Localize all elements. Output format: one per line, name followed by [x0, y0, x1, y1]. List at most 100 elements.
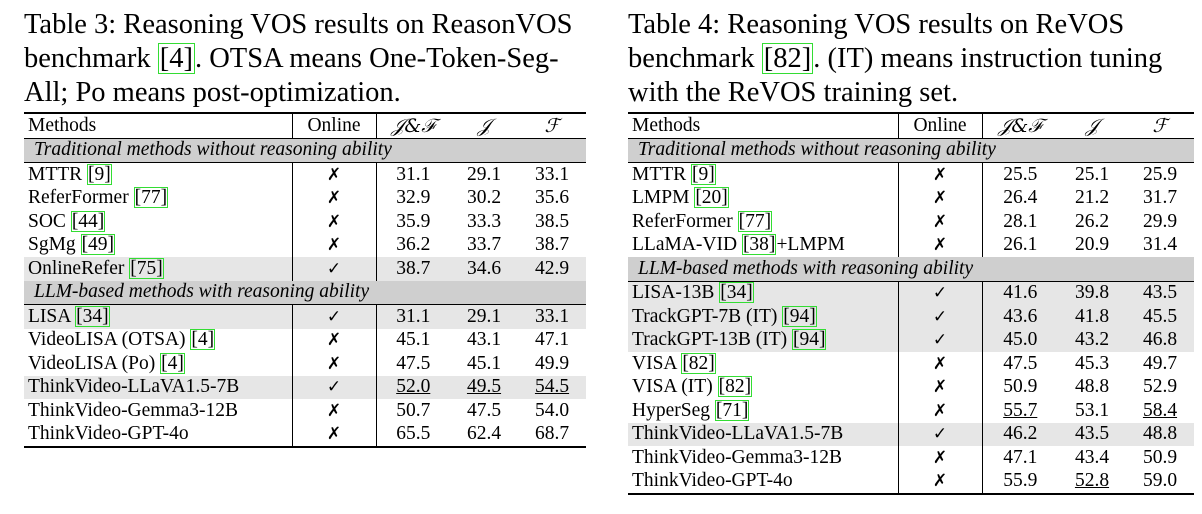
value-jf: 46.2: [982, 422, 1058, 446]
value-f: 45.5: [1126, 305, 1194, 329]
method-label: ReferFormer: [632, 210, 738, 232]
citation-ref: [82]: [761, 43, 814, 74]
citation-ref: [82]: [681, 352, 716, 374]
method-name: VISA [82]: [628, 352, 898, 376]
method-name: ThinkVideo-LLaVA1.5-7B: [628, 422, 898, 446]
check-icon: ✓: [897, 328, 983, 352]
method-label: ThinkVideo-Gemma3-12B: [632, 446, 843, 468]
method-name: SOC [44]: [24, 210, 292, 234]
cross-icon: ✗: [897, 469, 983, 494]
table-row: MTTR [9] ✗ 31.1 29.1 33.1: [24, 162, 586, 187]
value-jf: 43.6: [982, 305, 1058, 329]
method-name: OnlineRefer [75]: [24, 257, 292, 281]
value-jf: 45.1: [396, 329, 431, 351]
citation-ref: [44]: [70, 210, 106, 232]
method-label: ThinkVideo-GPT-4o: [28, 423, 189, 445]
citation-ref: [77]: [737, 210, 773, 232]
value-j: 26.2: [1074, 210, 1110, 232]
value-j: 25.1: [1074, 163, 1110, 185]
value-j: 33.7: [466, 234, 502, 256]
method-name: TrackGPT-13B (IT) [94]: [628, 328, 898, 352]
method-label: ThinkVideo-LLaVA1.5-7B: [28, 376, 240, 398]
value-jf: 28.1: [1003, 210, 1038, 232]
check-icon: ✓: [291, 375, 377, 399]
value-jf: 47.5: [396, 352, 431, 374]
table-row: ThinkVideo-Gemma3-12B ✗ 47.1 43.4 50.9: [628, 446, 1194, 470]
method-name: MTTR [9]: [24, 163, 292, 187]
table-3-caption: Table 3: Reasoning VOS results on Reason…: [24, 8, 586, 110]
table-row: VideoLISA (Po) [4] ✗ 47.5 45.1 49.9: [24, 352, 586, 376]
value-f: 47.1: [534, 329, 570, 351]
caption-text: benchmark: [24, 43, 158, 74]
caption-line: benchmark [82]. (IT) means instruction t…: [628, 42, 1194, 76]
value-jf: 25.5: [1003, 163, 1038, 185]
value-j: 43.1: [466, 329, 502, 351]
table-row: LLaMA-VID [38]+LMPM ✗ 26.1 20.9 31.4: [628, 233, 1194, 258]
value-f: 25.9: [1142, 163, 1178, 185]
cross-icon: ✗: [291, 162, 377, 187]
value-jf: 31.1: [396, 163, 431, 185]
method-label: SOC: [28, 210, 71, 232]
caption-text: Table 4: Reasoning VOS results on ReVOS: [628, 9, 1125, 40]
citation-ref: [34]: [719, 282, 754, 304]
cross-icon: ✗: [291, 186, 377, 210]
method-label: LISA-13B: [632, 282, 720, 304]
table-row: OnlineRefer [75] ✓ 38.7 34.6 42.9: [24, 257, 586, 281]
caption-line: Table 3: Reasoning VOS results on Reason…: [24, 8, 586, 42]
value-j: 33.3: [466, 210, 502, 232]
value-jf: 47.5: [1003, 352, 1038, 374]
check-icon: ✓: [897, 305, 983, 329]
method-name: HyperSeg [71]: [628, 399, 898, 423]
citation-ref: [94]: [791, 329, 827, 351]
value-j: 29.1: [466, 163, 502, 185]
value-f: 38.7: [534, 234, 570, 256]
table-row: VISA (IT) [82] ✗ 50.9 48.8 52.9: [628, 375, 1194, 399]
method-name: ReferFormer [77]: [24, 187, 292, 211]
value-f: 49.9: [534, 352, 570, 374]
method-label: MTTR: [28, 163, 88, 185]
method-name: VideoLISA (Po) [4]: [24, 352, 292, 376]
caption-line: benchmark [4]. OTSA means One-Token-Seg-: [24, 42, 586, 76]
value-jf: 50.7: [396, 399, 431, 421]
value-j: 34.6: [450, 257, 518, 281]
value-jf: 26.4: [1003, 187, 1038, 209]
table-row: ThinkVideo-GPT-4o ✗ 55.9 52.8 59.0: [628, 469, 1194, 494]
header-methods: Methods: [628, 113, 898, 139]
citation-ref: [9]: [87, 163, 112, 185]
caption-line: Table 4: Reasoning VOS results on ReVOS: [628, 8, 1194, 42]
table-row: ReferFormer [77] ✗ 32.9 30.2 35.6: [24, 186, 586, 211]
group-title: LLM-based methods with reasoning ability: [24, 280, 586, 305]
table-header-row: Methods Online 𝒥&ℱ 𝒥 ℱ: [628, 113, 1194, 139]
value-j: 20.9: [1074, 234, 1110, 256]
cross-icon: ✗: [291, 352, 377, 376]
value-j: 43.5: [1058, 422, 1126, 446]
value-j: 41.8: [1058, 305, 1126, 329]
value-jf: 55.9: [1003, 470, 1038, 492]
value-j: 21.2: [1074, 187, 1110, 209]
citation-ref: [20]: [694, 187, 729, 209]
citation-ref: [4]: [157, 43, 195, 74]
value-f: 52.9: [1142, 376, 1178, 398]
value-f: 42.9: [518, 257, 586, 281]
caption-text: All; Po means post-optimization.: [24, 77, 401, 108]
value-jf: 31.1: [376, 304, 450, 329]
method-name: LLaMA-VID [38]+LMPM: [628, 234, 898, 258]
value-jf: 38.7: [376, 257, 450, 281]
method-name: LISA [34]: [24, 304, 292, 329]
header-methods: Methods: [24, 113, 292, 139]
method-label: TrackGPT-13B (IT): [632, 329, 792, 351]
citation-ref: [77]: [133, 187, 169, 209]
table-row: ReferFormer [77] ✗ 28.1 26.2 29.9: [628, 210, 1194, 234]
table-row: TrackGPT-13B (IT) [94] ✓ 45.0 43.2 46.8: [628, 328, 1194, 352]
value-j: 43.4: [1074, 446, 1110, 468]
value-jf: 52.0: [376, 375, 450, 399]
value-jf: 55.7: [1003, 399, 1038, 421]
method-label: ReferFormer: [28, 187, 134, 209]
method-label: LLaMA-VID: [632, 234, 742, 256]
cross-icon: ✗: [897, 446, 983, 470]
caption-line: with the ReVOS training set.: [628, 76, 1194, 110]
value-f: 31.4: [1142, 234, 1178, 256]
table-row: ThinkVideo-GPT-4o ✗ 65.5 62.4 68.7: [24, 422, 586, 447]
value-f: 35.6: [534, 187, 570, 209]
cross-icon: ✗: [291, 422, 377, 447]
